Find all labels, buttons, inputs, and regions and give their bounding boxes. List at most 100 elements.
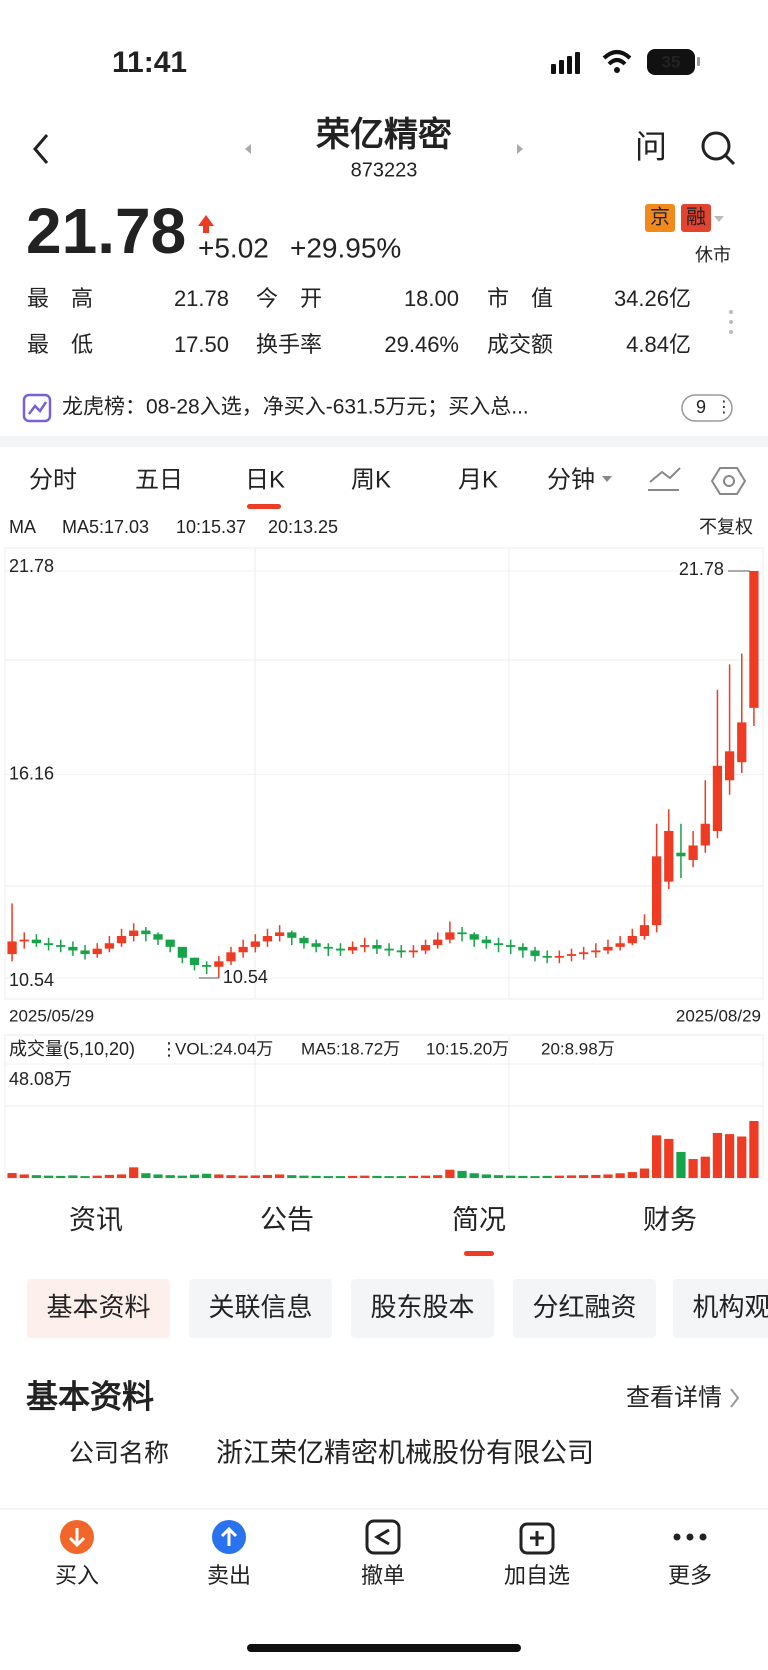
- volume-bar: [31, 1175, 42, 1178]
- volume-bar: [141, 1173, 151, 1178]
- toolbar-label[interactable]: 撤单: [361, 1563, 405, 1588]
- settings-icon[interactable]: [710, 467, 747, 495]
- candle-body: [153, 934, 163, 940]
- candle-body: [457, 932, 467, 935]
- candle-body: [420, 945, 431, 951]
- volume-dots: ⋮: [160, 1039, 178, 1059]
- candle-body: [7, 941, 17, 955]
- x-end: 2025/08/29: [676, 1006, 761, 1025]
- kline-tab[interactable]: 周K: [351, 466, 391, 493]
- candle-body: [384, 948, 394, 951]
- volume-bar: [299, 1175, 309, 1178]
- candle-body: [56, 945, 66, 947]
- back-icon[interactable]: [33, 134, 49, 164]
- volume-bar: [165, 1175, 175, 1178]
- volume-bar: [396, 1176, 406, 1178]
- volume-bar: [566, 1175, 577, 1178]
- kline-tab[interactable]: 分钟: [547, 466, 595, 493]
- watch-icon: [530, 1531, 544, 1546]
- volume-bar: [275, 1174, 285, 1178]
- kline-tab[interactable]: 分时: [29, 466, 77, 493]
- stat-label: 最低: [27, 332, 93, 357]
- chip-label: 股东股本: [370, 1292, 474, 1322]
- candle-body: [189, 957, 200, 965]
- chip-label: 基本资料: [46, 1292, 150, 1322]
- candle-body: [43, 943, 54, 946]
- more-icon[interactable]: [673, 1533, 707, 1541]
- candle-body: [214, 961, 224, 967]
- candle-body: [335, 948, 346, 951]
- chip[interactable]: [27, 1279, 170, 1338]
- info-tab[interactable]: 简况: [452, 1205, 506, 1235]
- up-arrow: [198, 215, 214, 233]
- volume-bar: [177, 1175, 187, 1178]
- badge: [681, 204, 711, 232]
- count-badge[interactable]: [681, 394, 733, 422]
- candle-body: [493, 943, 504, 946]
- indicator-icon[interactable]: [648, 467, 681, 491]
- volume-bar: [153, 1174, 163, 1178]
- separator: [0, 436, 768, 447]
- volume-bar: [469, 1173, 479, 1178]
- info-tab[interactable]: 财务: [643, 1205, 697, 1235]
- candle-body: [749, 571, 759, 708]
- tab-underline: [464, 1251, 494, 1256]
- candle-body: [311, 943, 321, 947]
- volume-bar: [664, 1138, 674, 1178]
- volume-bar: [712, 1132, 723, 1178]
- candle-body: [19, 939, 29, 942]
- chart-frame: [4, 547, 764, 1179]
- watch-icon[interactable]: [519, 1522, 555, 1555]
- ask-button[interactable]: 问: [635, 128, 667, 164]
- toolbar-label[interactable]: 加自选: [504, 1563, 570, 1588]
- home-indicator: [247, 1644, 521, 1652]
- market-status: 休市: [695, 245, 731, 265]
- candle-body: [360, 945, 370, 947]
- candle-body: [469, 934, 479, 940]
- volume-bar: [603, 1174, 613, 1178]
- toolbar-label[interactable]: 买入: [55, 1563, 99, 1588]
- candle-body: [31, 939, 42, 944]
- candle-body: [92, 948, 102, 955]
- search-icon[interactable]: [701, 131, 731, 161]
- stat-label: 换手率: [256, 332, 322, 357]
- volume-bar: [335, 1176, 346, 1178]
- chip[interactable]: [513, 1279, 656, 1338]
- section-title: 基本资料: [26, 1378, 154, 1414]
- candle-body: [518, 946, 528, 951]
- volume-bar: [530, 1176, 540, 1178]
- candle-body: [676, 852, 686, 857]
- dragon-tiger: 龙虎榜：08-28入选，净买入-631.5万元；买入总...: [62, 396, 529, 419]
- kline-tab[interactable]: 月K: [458, 466, 498, 493]
- kline-tab[interactable]: 五日: [135, 466, 183, 493]
- volume-bar: [639, 1168, 650, 1178]
- candle-body: [275, 932, 285, 936]
- kline-tab[interactable]: 日K: [245, 466, 285, 493]
- toolbar-label[interactable]: 卖出: [207, 1563, 251, 1588]
- info-tab[interactable]: 公告: [260, 1205, 314, 1235]
- candle-body: [481, 939, 491, 944]
- chip[interactable]: [351, 1279, 494, 1338]
- chip-label: 机构观点: [692, 1292, 768, 1322]
- chip[interactable]: [189, 1279, 332, 1338]
- volume-bar: [226, 1175, 236, 1178]
- stat-label: 成交额: [487, 332, 553, 357]
- cancel-icon[interactable]: [365, 1519, 401, 1555]
- volume-bar: [129, 1167, 139, 1178]
- volume-bar: [737, 1136, 747, 1178]
- more-dots[interactable]: [729, 310, 733, 334]
- next-icon[interactable]: [517, 144, 523, 154]
- info-label: 公司名称: [69, 1440, 169, 1468]
- prev-icon[interactable]: [245, 144, 251, 154]
- chip[interactable]: [673, 1279, 768, 1338]
- candle-body: [202, 964, 212, 967]
- chevron: [730, 1388, 740, 1408]
- info-value: 浙江荣亿精密机械股份有限公司: [216, 1438, 594, 1468]
- info-tab[interactable]: 资讯: [69, 1205, 123, 1235]
- candle-body: [226, 952, 236, 962]
- candle-body: [250, 941, 260, 947]
- volume-bar: [43, 1175, 54, 1178]
- toolbar-label[interactable]: 更多: [668, 1563, 712, 1588]
